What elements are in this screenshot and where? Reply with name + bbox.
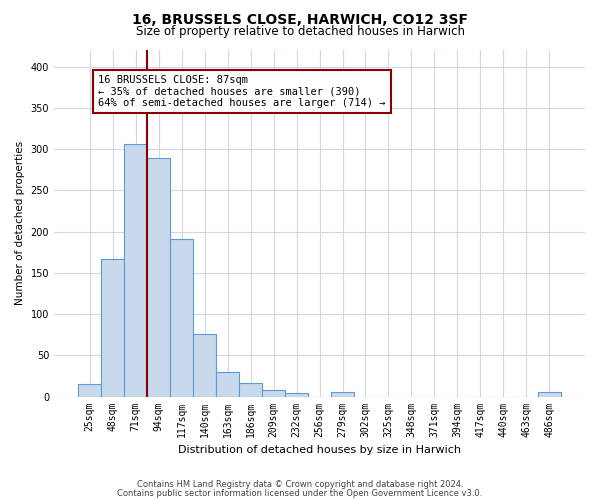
Bar	[239, 382, 262, 396]
Bar	[193, 334, 216, 396]
Text: Size of property relative to detached houses in Harwich: Size of property relative to detached ho…	[136, 25, 464, 38]
Text: 16, BRUSSELS CLOSE, HARWICH, CO12 3SF: 16, BRUSSELS CLOSE, HARWICH, CO12 3SF	[132, 12, 468, 26]
Bar	[331, 392, 354, 396]
Text: Contains HM Land Registry data © Crown copyright and database right 2024.: Contains HM Land Registry data © Crown c…	[137, 480, 463, 489]
Bar	[78, 384, 101, 396]
Text: Contains public sector information licensed under the Open Government Licence v3: Contains public sector information licen…	[118, 488, 482, 498]
Bar	[285, 394, 308, 396]
Bar	[124, 144, 147, 397]
Bar	[538, 392, 561, 396]
Bar	[216, 372, 239, 396]
Text: 16 BRUSSELS CLOSE: 87sqm
← 35% of detached houses are smaller (390)
64% of semi-: 16 BRUSSELS CLOSE: 87sqm ← 35% of detach…	[98, 75, 386, 108]
X-axis label: Distribution of detached houses by size in Harwich: Distribution of detached houses by size …	[178, 445, 461, 455]
Y-axis label: Number of detached properties: Number of detached properties	[15, 141, 25, 306]
Bar	[101, 259, 124, 396]
Bar	[170, 239, 193, 396]
Bar	[262, 390, 285, 396]
Bar	[147, 158, 170, 396]
